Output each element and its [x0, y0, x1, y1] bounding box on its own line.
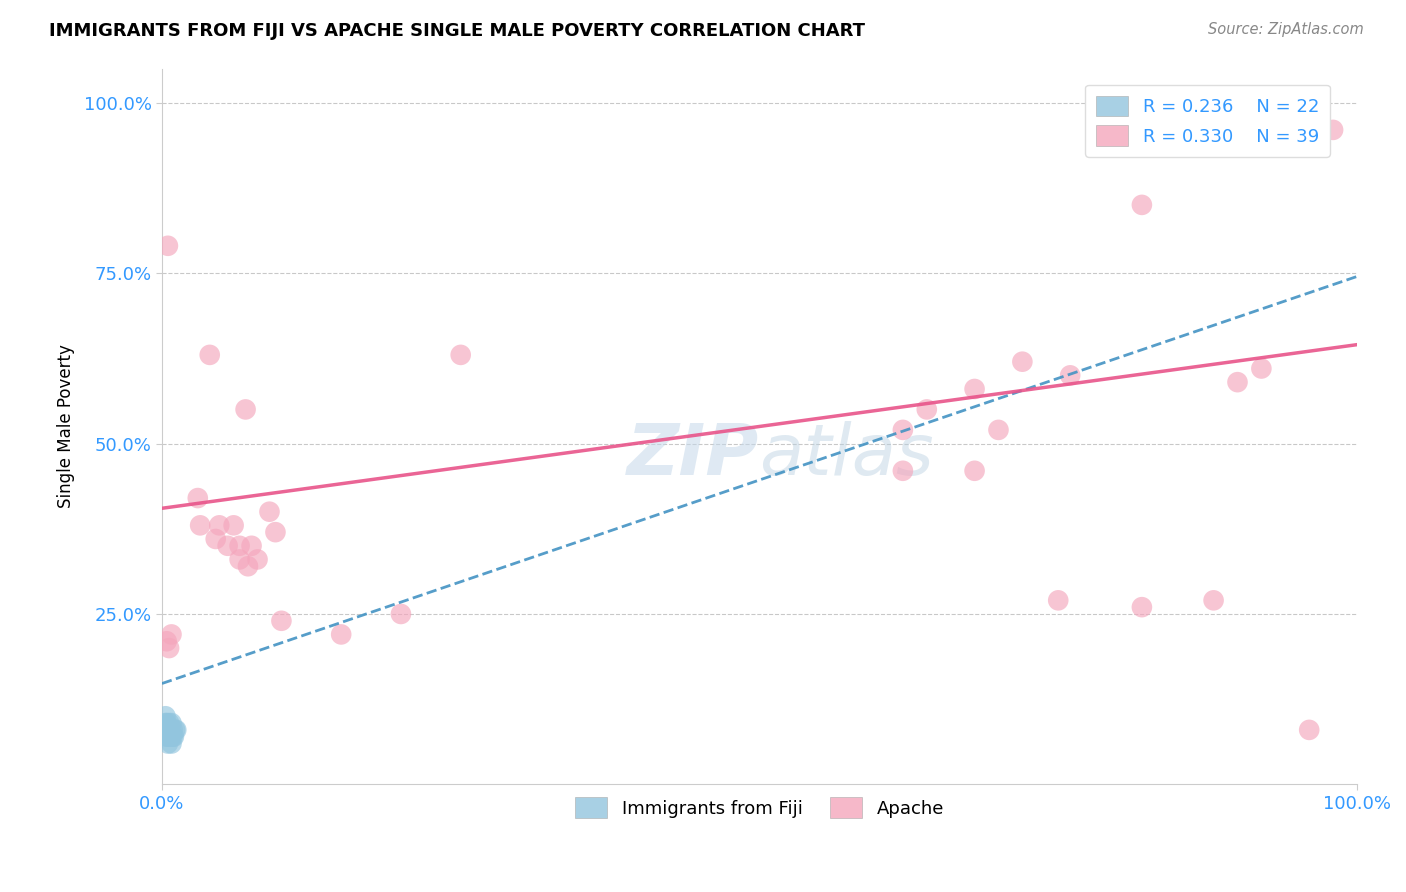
- Point: [389, 607, 412, 621]
- Point: [963, 464, 986, 478]
- Point: [188, 518, 211, 533]
- Point: [1059, 368, 1081, 383]
- Point: [155, 716, 177, 731]
- Point: [208, 518, 231, 533]
- Point: [1322, 123, 1344, 137]
- Point: [1011, 354, 1033, 368]
- Point: [163, 730, 186, 744]
- Point: [264, 525, 287, 540]
- Point: [236, 559, 259, 574]
- Point: [450, 348, 472, 362]
- Point: [156, 634, 179, 648]
- Point: [246, 552, 269, 566]
- Point: [156, 716, 179, 731]
- Point: [160, 627, 183, 641]
- Point: [157, 641, 180, 656]
- Point: [153, 723, 176, 737]
- Point: [1130, 600, 1153, 615]
- Point: [157, 723, 180, 737]
- Point: [159, 723, 181, 737]
- Point: [156, 723, 179, 737]
- Text: Source: ZipAtlas.com: Source: ZipAtlas.com: [1208, 22, 1364, 37]
- Point: [222, 518, 245, 533]
- Point: [270, 614, 292, 628]
- Point: [165, 723, 187, 737]
- Point: [160, 737, 183, 751]
- Point: [157, 716, 180, 731]
- Point: [217, 539, 239, 553]
- Point: [165, 723, 187, 737]
- Legend: Immigrants from Fiji, Apache: Immigrants from Fiji, Apache: [568, 790, 952, 825]
- Point: [162, 723, 184, 737]
- Point: [160, 716, 183, 731]
- Point: [259, 505, 281, 519]
- Point: [157, 730, 180, 744]
- Point: [204, 532, 226, 546]
- Point: [1250, 361, 1272, 376]
- Point: [330, 627, 353, 641]
- Point: [240, 539, 263, 553]
- Point: [987, 423, 1010, 437]
- Point: [1226, 375, 1249, 389]
- Point: [156, 737, 179, 751]
- Text: atlas: atlas: [759, 421, 934, 490]
- Point: [160, 730, 183, 744]
- Point: [235, 402, 257, 417]
- Point: [1047, 593, 1070, 607]
- Point: [915, 402, 938, 417]
- Point: [155, 709, 177, 723]
- Point: [891, 464, 914, 478]
- Point: [1298, 723, 1320, 737]
- Point: [156, 730, 179, 744]
- Point: [198, 348, 221, 362]
- Text: ZIP: ZIP: [627, 421, 759, 490]
- Point: [187, 491, 209, 505]
- Y-axis label: Single Male Poverty: Single Male Poverty: [58, 344, 75, 508]
- Point: [162, 730, 184, 744]
- Text: IMMIGRANTS FROM FIJI VS APACHE SINGLE MALE POVERTY CORRELATION CHART: IMMIGRANTS FROM FIJI VS APACHE SINGLE MA…: [49, 22, 865, 40]
- Point: [1202, 593, 1225, 607]
- Point: [228, 552, 250, 566]
- Point: [891, 423, 914, 437]
- Point: [963, 382, 986, 396]
- Point: [156, 723, 179, 737]
- Point: [1130, 198, 1153, 212]
- Point: [228, 539, 250, 553]
- Point: [156, 239, 179, 253]
- Point: [156, 730, 179, 744]
- Point: [159, 730, 181, 744]
